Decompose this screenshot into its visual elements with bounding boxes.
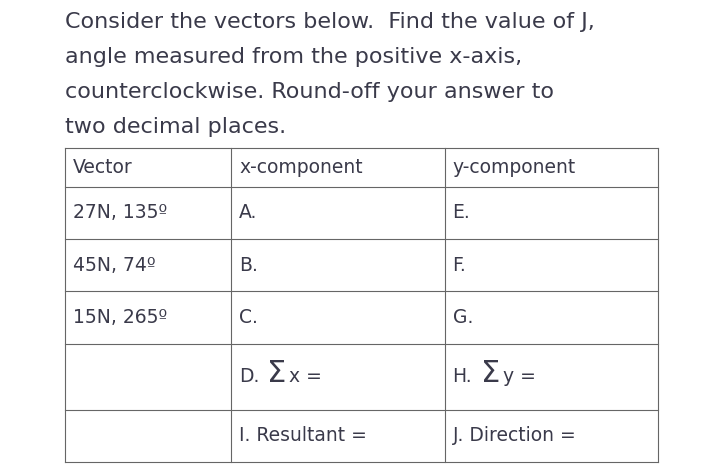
Text: Vector: Vector <box>73 158 132 177</box>
Text: H.: H. <box>452 367 472 386</box>
Text: A.: A. <box>239 204 258 222</box>
Text: D.: D. <box>239 367 259 386</box>
Text: two decimal places.: two decimal places. <box>65 117 286 137</box>
Text: I. Resultant =: I. Resultant = <box>239 426 367 446</box>
Text: 27N, 135º: 27N, 135º <box>73 204 167 222</box>
Text: B.: B. <box>239 256 258 275</box>
Text: Consider the vectors below.  Find the value of J,: Consider the vectors below. Find the val… <box>65 12 595 32</box>
Text: x-component: x-component <box>239 158 363 177</box>
Text: Σ: Σ <box>267 359 287 388</box>
Text: counterclockwise. Round-off your answer to: counterclockwise. Round-off your answer … <box>65 82 554 102</box>
Text: y =: y = <box>503 367 536 386</box>
Text: angle measured from the positive x-axis,: angle measured from the positive x-axis, <box>65 47 522 67</box>
Text: J. Direction =: J. Direction = <box>452 426 576 446</box>
Text: E.: E. <box>452 204 470 222</box>
Text: x =: x = <box>289 367 322 386</box>
Text: G.: G. <box>452 308 473 327</box>
Text: 45N, 74º: 45N, 74º <box>73 256 156 275</box>
Text: C.: C. <box>239 308 258 327</box>
Text: F.: F. <box>452 256 467 275</box>
Text: 15N, 265º: 15N, 265º <box>73 308 167 327</box>
Text: y-component: y-component <box>452 158 576 177</box>
Text: Σ: Σ <box>480 359 500 388</box>
